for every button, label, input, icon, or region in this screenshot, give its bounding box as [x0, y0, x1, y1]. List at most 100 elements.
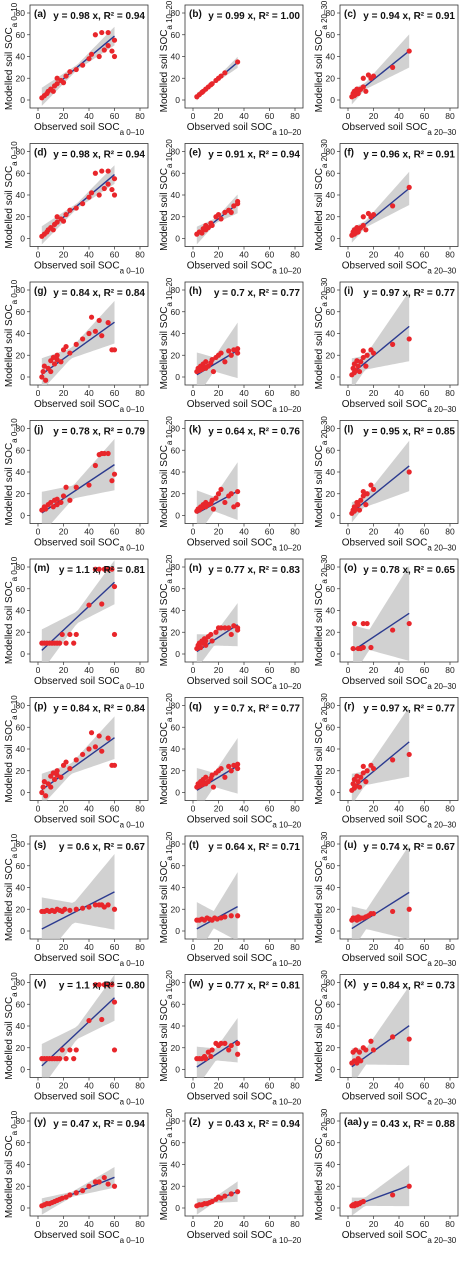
data-point: [390, 627, 396, 633]
y-axis-label-group: Modelled soil SOCa 20–30: [314, 554, 329, 666]
data-point: [218, 216, 224, 222]
data-point: [370, 211, 377, 218]
data-point: [203, 359, 209, 365]
data-point: [370, 1047, 377, 1053]
data-point: [356, 507, 363, 513]
y-tick-label: 80: [326, 8, 336, 18]
x-axis-label: Observed soil SOCa 10–20: [187, 1230, 302, 1245]
data-point: [390, 341, 396, 347]
data-point: [99, 1016, 105, 1023]
data-point: [358, 359, 364, 365]
data-point: [351, 620, 357, 627]
data-point: [88, 314, 95, 320]
data-point: [67, 207, 73, 213]
x-tick-label: 80: [290, 388, 300, 398]
panel-m: 0 0 20 20 40 40 60 60 80 80 (m) y = 1.1 x, R² = 0.8…: [4, 556, 149, 691]
equation-label: y = 1.1 x, R² = 0.80: [59, 981, 146, 992]
y-axis-label-group: Modelled soil SOCa 0–10: [4, 141, 19, 249]
data-point: [228, 768, 234, 774]
y-tick-label: 60: [171, 307, 181, 317]
data-point: [355, 363, 361, 369]
label-main: Modelled soil SOC: [4, 581, 15, 664]
panel-label: (x): [344, 979, 356, 990]
x-tick-label: 60: [265, 111, 275, 121]
equation-label: y = 0.77 x, R² = 0.83: [208, 565, 300, 576]
x-tick-label: 60: [110, 527, 120, 537]
plot-area: [194, 1181, 241, 1215]
data-point: [73, 66, 79, 73]
data-point: [96, 317, 102, 324]
x-tick-label: 60: [420, 388, 430, 398]
y-tick-label: 0: [20, 1203, 25, 1213]
label-subscript: a 10–20: [165, 277, 174, 306]
label-main: Observed soil SOC: [187, 676, 273, 687]
data-point: [41, 363, 47, 369]
y-tick-label: 20: [171, 1181, 181, 1191]
panel-label: (l): [344, 425, 353, 436]
equation-label: y = 0.97 x, R² = 0.77: [363, 288, 455, 299]
y-tick-label: 0: [20, 788, 25, 798]
x-tick-label: 80: [290, 1081, 300, 1091]
panel-label: (y): [34, 1117, 46, 1128]
y-axis-label: Modelled soil SOCa 10–20: [159, 1108, 174, 1220]
label-subscript: a 0–10: [10, 695, 19, 720]
data-point: [54, 768, 60, 774]
data-point: [50, 770, 56, 776]
y-tick-label: 60: [326, 1138, 336, 1148]
y-tick-label: 20: [171, 766, 181, 776]
y-tick-label: 80: [171, 285, 181, 295]
data-point: [209, 497, 215, 503]
data-point: [356, 1049, 363, 1055]
y-axis-label: Modelled soil SOCa 20–30: [314, 0, 329, 112]
x-tick-label: 60: [110, 1219, 120, 1229]
data-point: [364, 491, 370, 497]
label-main: Observed soil SOC: [34, 261, 120, 272]
y-tick-label: 20: [171, 627, 181, 637]
data-point: [86, 194, 92, 200]
data-point: [355, 502, 361, 508]
x-tick-label: 20: [369, 527, 379, 537]
label-main: Observed soil SOC: [34, 676, 120, 687]
data-point: [96, 1179, 102, 1185]
y-axis-label: Modelled soil SOCa 20–30: [314, 693, 329, 805]
label-main: Modelled soil SOC: [314, 999, 325, 1082]
data-point: [390, 908, 396, 915]
data-point: [50, 227, 56, 233]
y-tick-label: 80: [326, 839, 336, 849]
x-tick-label: 60: [420, 1081, 430, 1091]
panel-label: (a): [34, 9, 46, 20]
x-tick-label: 20: [59, 804, 69, 814]
x-tick-label: 40: [394, 111, 404, 121]
y-tick-label: 40: [171, 467, 181, 477]
data-point: [111, 176, 118, 182]
plot-area: [349, 1164, 412, 1216]
x-tick-label: 40: [239, 942, 249, 952]
data-point: [63, 1194, 69, 1200]
data-point: [363, 502, 369, 508]
y-tick-label: 20: [326, 489, 336, 499]
y-tick-label: 0: [20, 1065, 25, 1075]
label-subscript: a 20–30: [320, 0, 329, 29]
data-point: [96, 566, 102, 572]
x-tick-label: 20: [214, 527, 224, 537]
label-main: Observed soil SOC: [342, 1092, 428, 1103]
data-point: [209, 638, 215, 644]
y-axis-label: Modelled soil SOCa 20–30: [314, 277, 329, 389]
y-axis-label: Modelled soil SOCa 20–30: [314, 416, 329, 528]
confidence-band: [353, 565, 410, 662]
x-tick-label: 40: [84, 804, 94, 814]
label-main: Observed soil SOC: [34, 815, 120, 826]
x-tick-label: 80: [135, 250, 145, 260]
y-tick-label: 60: [171, 999, 181, 1009]
panel-label: (t): [189, 840, 199, 851]
data-point: [360, 354, 366, 361]
x-tick-label: 0: [346, 388, 351, 398]
data-point: [222, 1040, 228, 1046]
data-point: [105, 320, 111, 326]
data-point: [86, 330, 92, 337]
y-tick-label: 40: [171, 744, 181, 754]
data-point: [209, 357, 215, 363]
data-point: [218, 765, 224, 772]
data-point: [111, 762, 118, 768]
label-subscript: a 10–20: [165, 1108, 174, 1137]
